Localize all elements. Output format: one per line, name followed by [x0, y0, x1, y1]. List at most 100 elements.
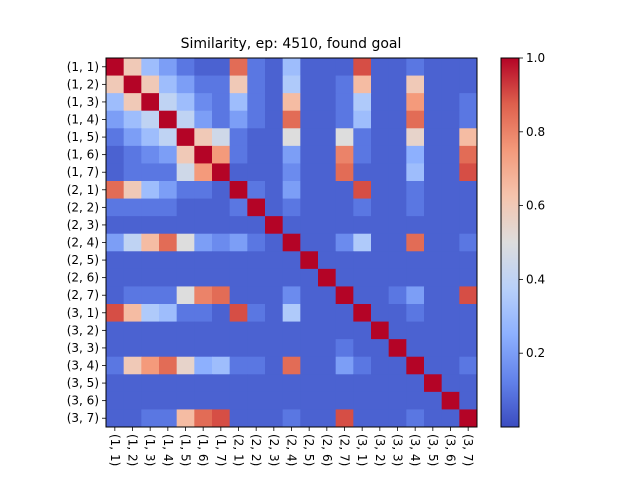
- heatmap-cell: [265, 216, 284, 235]
- heatmap-cell: [176, 409, 195, 428]
- heatmap-cell: [194, 409, 213, 428]
- heatmap-cell: [406, 128, 425, 147]
- heatmap-cell: [212, 304, 231, 322]
- heatmap-cell: [265, 339, 284, 358]
- heatmap-cell: [282, 356, 301, 375]
- heatmap-cell: [194, 93, 213, 112]
- heatmap-cell: [371, 110, 390, 129]
- heatmap-cell: [282, 163, 301, 182]
- heatmap-cell: [353, 409, 372, 428]
- heatmap-cell: [371, 374, 390, 393]
- heatmap-cell: [247, 181, 266, 199]
- heatmap-cell: [424, 268, 443, 287]
- heatmap-cell: [123, 268, 142, 287]
- heatmap-cell: [335, 198, 354, 217]
- heatmap-cell: [282, 128, 301, 147]
- heatmap-cell: [335, 339, 354, 358]
- heatmap-cell: [388, 251, 407, 270]
- heatmap-cell: [212, 409, 231, 428]
- heatmap-cell: [265, 198, 284, 217]
- heatmap-cell: [406, 268, 425, 287]
- heatmap-cell: [318, 163, 337, 182]
- heatmap-cell: [353, 93, 372, 112]
- heatmap-cell: [300, 216, 319, 235]
- heatmap-cell: [300, 145, 319, 164]
- x-tick-label: (3, 5): [426, 434, 440, 466]
- heatmap-cell: [159, 110, 178, 129]
- heatmap-cell: [388, 216, 407, 235]
- heatmap-cell: [265, 409, 284, 428]
- heatmap-cell: [459, 304, 478, 322]
- heatmap-cell: [176, 304, 195, 322]
- heatmap-cell: [106, 339, 125, 358]
- heatmap-cell: [441, 409, 460, 428]
- heatmap-cell: [353, 128, 372, 147]
- heatmap-cell: [441, 93, 460, 112]
- heatmap-cell: [176, 268, 195, 287]
- y-tick-label: (1, 6): [67, 148, 99, 162]
- heatmap-cell: [106, 163, 125, 182]
- heatmap-cell: [106, 356, 125, 375]
- heatmap-cell: [229, 304, 248, 322]
- y-tick-label: (3, 5): [67, 376, 99, 390]
- heatmap-cell: [371, 286, 390, 305]
- heatmap-cell: [229, 216, 248, 235]
- heatmap-cell: [406, 110, 425, 129]
- y-tick-label: (3, 6): [67, 394, 99, 408]
- heatmap-cell: [441, 145, 460, 164]
- heatmap-cell: [176, 374, 195, 393]
- heatmap-cell: [265, 163, 284, 182]
- heatmap-cell: [371, 251, 390, 270]
- heatmap-cell: [282, 181, 301, 199]
- heatmap-cell: [318, 339, 337, 358]
- heatmap-cell: [106, 145, 125, 164]
- heatmap-cell: [212, 321, 231, 340]
- x-tick-label: (3, 4): [408, 434, 422, 466]
- heatmap-cell: [300, 163, 319, 182]
- heatmap-cell: [176, 128, 195, 147]
- heatmap-cell: [247, 321, 266, 340]
- heatmap-cell: [282, 216, 301, 235]
- heatmap-cell: [159, 181, 178, 199]
- heatmap-cell: [212, 268, 231, 287]
- heatmap-cell: [212, 374, 231, 393]
- heatmap-cell: [371, 75, 390, 94]
- heatmap-cell: [371, 339, 390, 358]
- heatmap-cell: [194, 233, 213, 252]
- heatmap-cell: [106, 268, 125, 287]
- heatmap-cell: [123, 58, 142, 76]
- heatmap-cell: [459, 374, 478, 393]
- heatmap-cell: [159, 163, 178, 182]
- heatmap-cell: [388, 268, 407, 287]
- heatmap-cell: [229, 409, 248, 428]
- y-tick-label: (3, 7): [67, 411, 99, 425]
- heatmap-cell: [265, 268, 284, 287]
- heatmap-cell: [106, 321, 125, 340]
- heatmap-cell: [300, 251, 319, 270]
- heatmap-cell: [176, 198, 195, 217]
- heatmap-cell: [282, 374, 301, 393]
- heatmap-cell: [229, 198, 248, 217]
- heatmap-cell: [459, 251, 478, 270]
- heatmap-cell: [459, 58, 478, 76]
- heatmap-cell: [282, 286, 301, 305]
- heatmap-cell: [194, 181, 213, 199]
- heatmap-cell: [371, 304, 390, 322]
- heatmap-cell: [424, 321, 443, 340]
- x-axis: (1, 1) (1, 2) (1, 3) (1, 4) (1, 5) (1, 6) (1, …: [108, 427, 475, 466]
- heatmap-cell: [459, 216, 478, 235]
- heatmap-cell: [247, 268, 266, 287]
- heatmap-cell: [300, 181, 319, 199]
- heatmap-cell: [194, 145, 213, 164]
- heatmap-cell: [406, 216, 425, 235]
- heatmap-cell: [335, 216, 354, 235]
- heatmap-cell: [141, 181, 160, 199]
- heatmap-cell: [123, 374, 142, 393]
- heatmap-cell: [247, 304, 266, 322]
- heatmap-cell: [406, 163, 425, 182]
- heatmap-cell: [388, 93, 407, 112]
- heatmap-cell: [371, 145, 390, 164]
- y-tick-label: (1, 4): [67, 113, 99, 127]
- heatmap-cell: [318, 321, 337, 340]
